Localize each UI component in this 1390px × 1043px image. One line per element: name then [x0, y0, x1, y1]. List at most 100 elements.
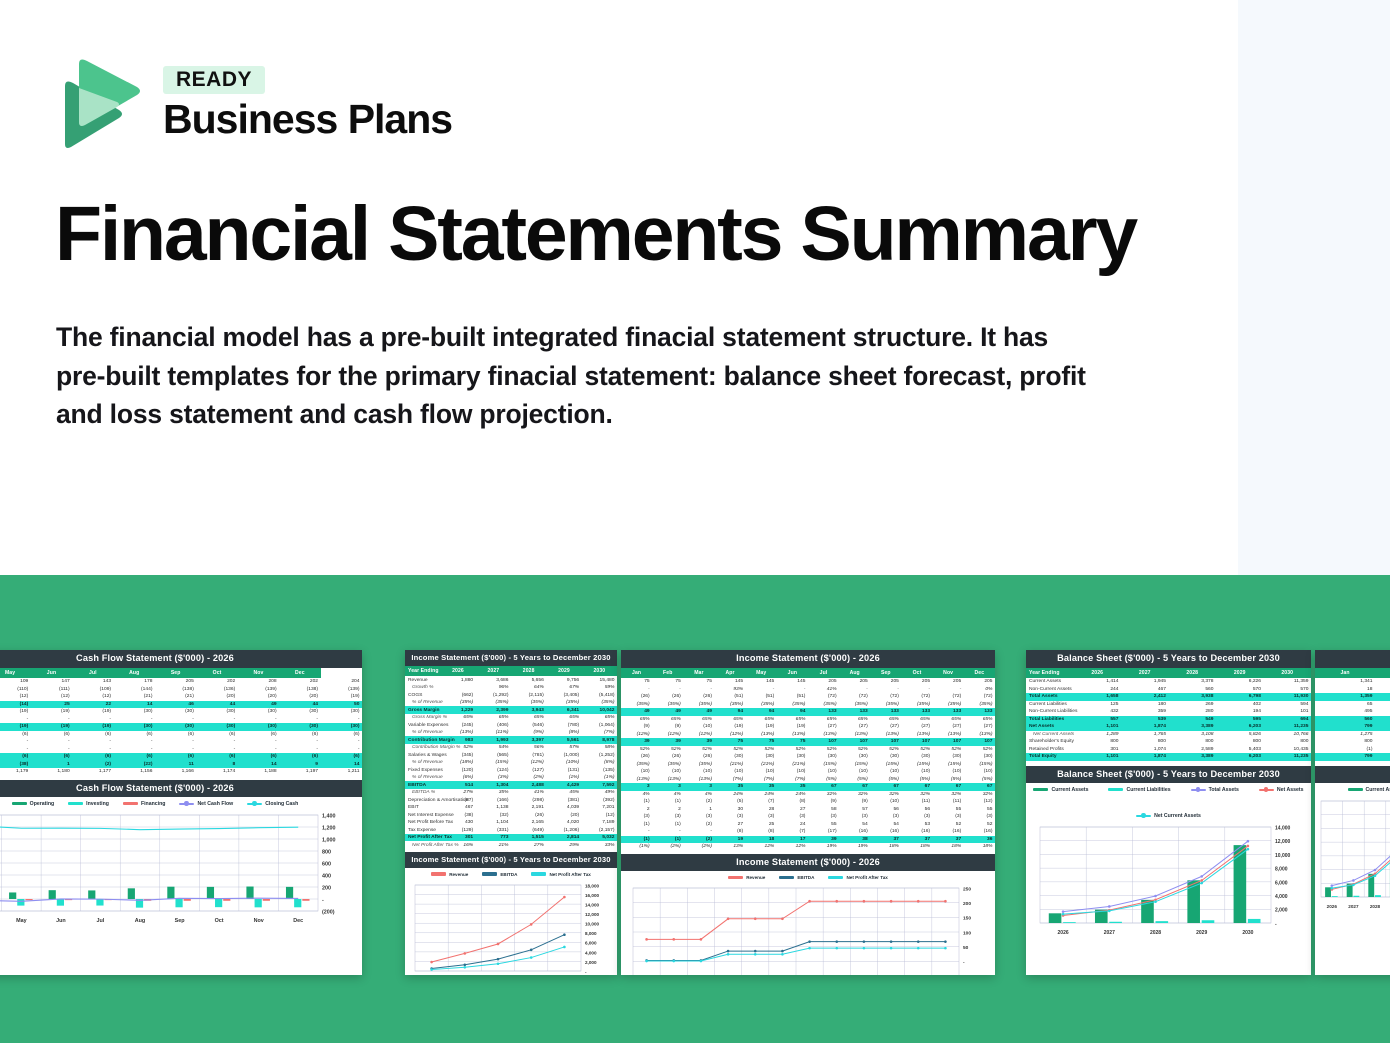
table-row[interactable]: Tax Expense (129) (331) (649) (1,206) (2,157): [405, 826, 617, 834]
table-row[interactable]: 495489: [1315, 708, 1390, 716]
table-row[interactable]: % of Revenue (35%) (35%) (35%) (35%) (35%): [405, 699, 617, 707]
table-row[interactable]: Growth % 96% 64% 67% 59%: [405, 684, 617, 692]
table-row[interactable]: 52% 52% 52% 52% 52% 52% 52% 52% 52% 52% 52% 52%: [621, 746, 995, 754]
table-row[interactable]: COGS (662) (1,292) (2,115) (3,405) (5,418): [405, 691, 617, 699]
table-row[interactable]: (9) (9) (10) (19) (19) (19) (27) (27) (27) (27) (2…: [621, 723, 995, 731]
table-row[interactable]: (26) (26) (26) (30) (30) (30) (30) (30) (30) (30)…: [621, 753, 995, 761]
table-row[interactable]: (13%) (13%) (13%) (7%) (7%) (7%) (5%) (5%) (5%) (…: [621, 776, 995, 784]
table-row[interactable]: Current Assets 1,414 1,945 3,378 6,226 11,359: [1026, 678, 1311, 686]
table-row[interactable]: Net Interest Expense (38) (32) (26) (20) (12): [405, 811, 617, 819]
bs5y-table[interactable]: Year Ending 2026 2027 2028 2029 2030 Current …: [1026, 667, 1311, 761]
table-row[interactable]: (26) (26) (26) (51) (51) (51) (72) (72) (72) (72)…: [621, 693, 995, 701]
table-row[interactable]: Fixed Expenses (120) (124) (127) (131) (135): [405, 766, 617, 774]
table-row[interactable]: Total Assets 1,658 2,412 3,938 6,798 11,930: [1026, 693, 1311, 701]
table-row[interactable]: Salaries & Wages (345) (565) (781) (1,000) (1…: [405, 751, 617, 759]
table-row[interactable]: Gross Margin 1,229 2,399 3,943 6,341 10,042: [405, 706, 617, 714]
table-row[interactable]: (3)(12)(12)(12)(21)(21)(20)(20)(20)(19): [0, 693, 362, 701]
table-row[interactable]: EBITDA 514 1,304 2,488 4,429 7,592: [405, 781, 617, 789]
table-row[interactable]: % of Revenue (13%) (11%) (9%) (8%) (7%): [405, 729, 617, 737]
is5y-table[interactable]: Year Ending 2026 2027 2028 2029 2030 Revenue 1…: [405, 666, 617, 849]
table-row[interactable]: 39 39 39 75 75 75 107 107 107 107 107 107: [621, 738, 995, 746]
table-row[interactable]: Contribution Margin % 52% 54% 56% 57% 58%: [405, 744, 617, 752]
table-row[interactable]: EBIT 467 1,138 2,191 4,039 7,201: [405, 804, 617, 812]
table-row[interactable]: (35%) (35%) (35%) (21%) (21%) (21%) (15%) (15%)…: [621, 761, 995, 769]
cash-flow-panel[interactable]: Cash Flow Statement ($'000) - 2026 AprMa…: [0, 650, 362, 975]
table-row[interactable]: Variable Expenses (245) (406) (546) (780) (1,…: [405, 721, 617, 729]
table-row[interactable]: 1,2171,1791,1801,1771,1561,1661,1741,188…: [0, 768, 362, 776]
bs5y-chart[interactable]: Current Assets Current Liabilities Total A…: [1026, 783, 1311, 939]
table-row[interactable]: % of Revenue (18%) (15%) (12%) (10%) (8%): [405, 759, 617, 767]
table-row[interactable]: Gross Margin % 65% 65% 65% 65% 65%: [405, 714, 617, 722]
table-row[interactable]: 4% 4% 4% 24% 24% 24% 32% 32% 32% 32% 32% 32%: [621, 791, 995, 799]
table-row[interactable]: 75 75 75 145 145 145 205 205 205 205 205 205: [621, 678, 995, 686]
table-row[interactable]: 1836: [1315, 686, 1390, 694]
cash-flow-chart[interactable]: Operating Investing Financing Net Cash Flow…: [0, 797, 362, 927]
table-row[interactable]: (35%) (35%) (35%) (35%) (35%) (35%) (35%) (35%)…: [621, 701, 995, 709]
table-cell: (406): [497, 722, 509, 728]
table-row[interactable]: % of Revenue (6%) (3%) (2%) (1%) (1%): [405, 774, 617, 782]
table-row[interactable]: 79109147143178205202208202204: [0, 678, 362, 686]
table-row[interactable]: 2 2 1 30 28 27 58 57 56 56 55 55: [621, 806, 995, 814]
table-row[interactable]: EBITDA % 27% 35% 41% 45% 49%: [405, 789, 617, 797]
table-row[interactable]: (1) (1) (2) 27 25 24 55 54 54 53 52 52: [621, 821, 995, 829]
table-row[interactable]: Depreciation & Amortisation (87) (166) (298…: [405, 796, 617, 804]
table-row[interactable]: Non-Current Liabilities 432 359 280 194 101: [1026, 708, 1311, 716]
table-row[interactable]: - - - (8) (8) (7) (17) (16) (16) (16) (16) (16): [621, 828, 995, 836]
table-row[interactable]: Net Current Assets 1,289 1,765 3,108 5,826 10…: [1026, 731, 1311, 739]
table-cell: (129): [461, 827, 474, 833]
table-row[interactable]: Net Assets 1,101 1,874 3,389 6,203 11,235: [1026, 723, 1311, 731]
table-row[interactable]: (75)(110)(111)(109)(144)(138)(136)(139)(…: [0, 686, 362, 694]
table-row[interactable]: ----------: [0, 746, 362, 754]
table-row[interactable]: (1)(2): [1315, 746, 1390, 754]
table-row[interactable]: (1%) (2%) (2%) 13% 12% 12% 19% 19% 18% 18% 18% 18%: [621, 843, 995, 851]
table-cell: (3): [674, 814, 681, 820]
table-row[interactable]: Contribution Margin 983 1,993 3,397 5,561 8,9…: [405, 736, 617, 744]
table-row[interactable]: Total Equity 1,101 1,874 3,389 6,203 11,235: [1026, 753, 1311, 761]
income-statement-5y-panel[interactable]: Income Statement ($'000) - 5 Years to De…: [405, 650, 617, 975]
table-row[interactable]: 560561: [1315, 715, 1390, 724]
table-row[interactable]: Current Liabilities 125 180 269 402 594: [1026, 701, 1311, 709]
table-row[interactable]: 3 3 3 35 35 35 67 67 67 67 67 67: [621, 783, 995, 791]
table-row[interactable]: 6572: [1315, 701, 1390, 709]
legend-label: Operating: [29, 800, 55, 807]
table-row[interactable]: (19)(19)(19)(19)(30)(30)(30)(30)(30)(30): [0, 723, 362, 731]
table-row[interactable]: 799798: [1315, 753, 1390, 761]
table-row[interactable]: (6)(6)(6)(6)(6)(6)(6)(6)(6)(6): [0, 731, 362, 739]
table-row[interactable]: Non-Current Assets 244 467 560 570 570: [1026, 686, 1311, 694]
table-row[interactable]: ----------: [0, 738, 362, 746]
balance-sheet-5y-panel[interactable]: Balance Sheet ($'000) - 5 Years to Decem…: [1026, 650, 1311, 975]
table-row[interactable]: (1) (1) (2) (5) (7) (8) (9) (9) (10) (11) (11) (12): [621, 798, 995, 806]
is2026-table[interactable]: Jan Feb Mar Apr May Jun Jul Aug Sep Oct Nov Dec 75 7…: [621, 667, 995, 851]
table-row[interactable]: (3) (3) (3) (3) (3) (3) (3) (3) (3) (3) (3) (3): [621, 813, 995, 821]
table-row[interactable]: Revenue 1,880 3,686 5,656 9,756 15,480: [405, 676, 617, 684]
table-row[interactable]: (12%) (12%) (12%) (12%) (13%) (13%) (13%) (13%)…: [621, 731, 995, 739]
table-row[interactable]: 1,3591,359: [1315, 693, 1390, 701]
table-row[interactable]: 1,2751,251: [1315, 731, 1390, 739]
table-row[interactable]: Retained Profits 301 1,074 2,589 5,403 10,435: [1026, 746, 1311, 754]
table-row[interactable]: Shareholder's Equity 800 800 800 800 800: [1026, 738, 1311, 746]
table-row[interactable]: 799798: [1315, 723, 1390, 731]
bs2026-chart[interactable]: Current Assets 14,00012,00010,0008,0006,…: [1315, 783, 1390, 913]
table-row[interactable]: Net Profit Before Tax 430 1,104 2,165 4,020 7…: [405, 819, 617, 827]
table-row[interactable]: (10) (10) (10) (10) (10) (10) (10) (10) (10) (10)…: [621, 768, 995, 776]
table-row[interactable]: 65% 65% 65% 65% 65% 65% 65% 65% 65% 65% 65% 65%: [621, 716, 995, 724]
table-row[interactable]: - - - 93% - - 41% - - - - 0%: [621, 686, 995, 694]
table-row[interactable]: (19)(19)(19)(19)(30)(30)(30)(30)(30)(30): [0, 708, 362, 716]
table-row[interactable]: Total Liabilities 557 539 549 595 694: [1026, 715, 1311, 724]
is5y-chart[interactable]: Revenue EBITDA Net Profit After Tax 18,000…: [405, 868, 617, 975]
table-row[interactable]: 49 49 49 94 94 94 133 133 133 133 133 133: [621, 708, 995, 716]
table-row[interactable]: Net Profit After Tax % 16% 21% 27% 29% 33%: [405, 841, 617, 849]
table-row[interactable]: (1) (1) (2) 19 18 17 39 38 37 37 37 36: [621, 835, 995, 844]
table-row[interactable]: Net Profit After Tax 301 773 1,515 2,814 5,03…: [405, 833, 617, 842]
table-row[interactable]: (6)(6)(6)(6)(6)(6)(6)(6)(6)(6): [0, 753, 362, 761]
income-statement-2026-panel[interactable]: Income Statement ($'000) - 2026 Jan Feb Ma…: [621, 650, 995, 975]
is2026-chart[interactable]: Revenue EBITDA Net Profit After Tax 250 200…: [621, 871, 995, 975]
table-row[interactable]: ----------: [0, 716, 362, 724]
